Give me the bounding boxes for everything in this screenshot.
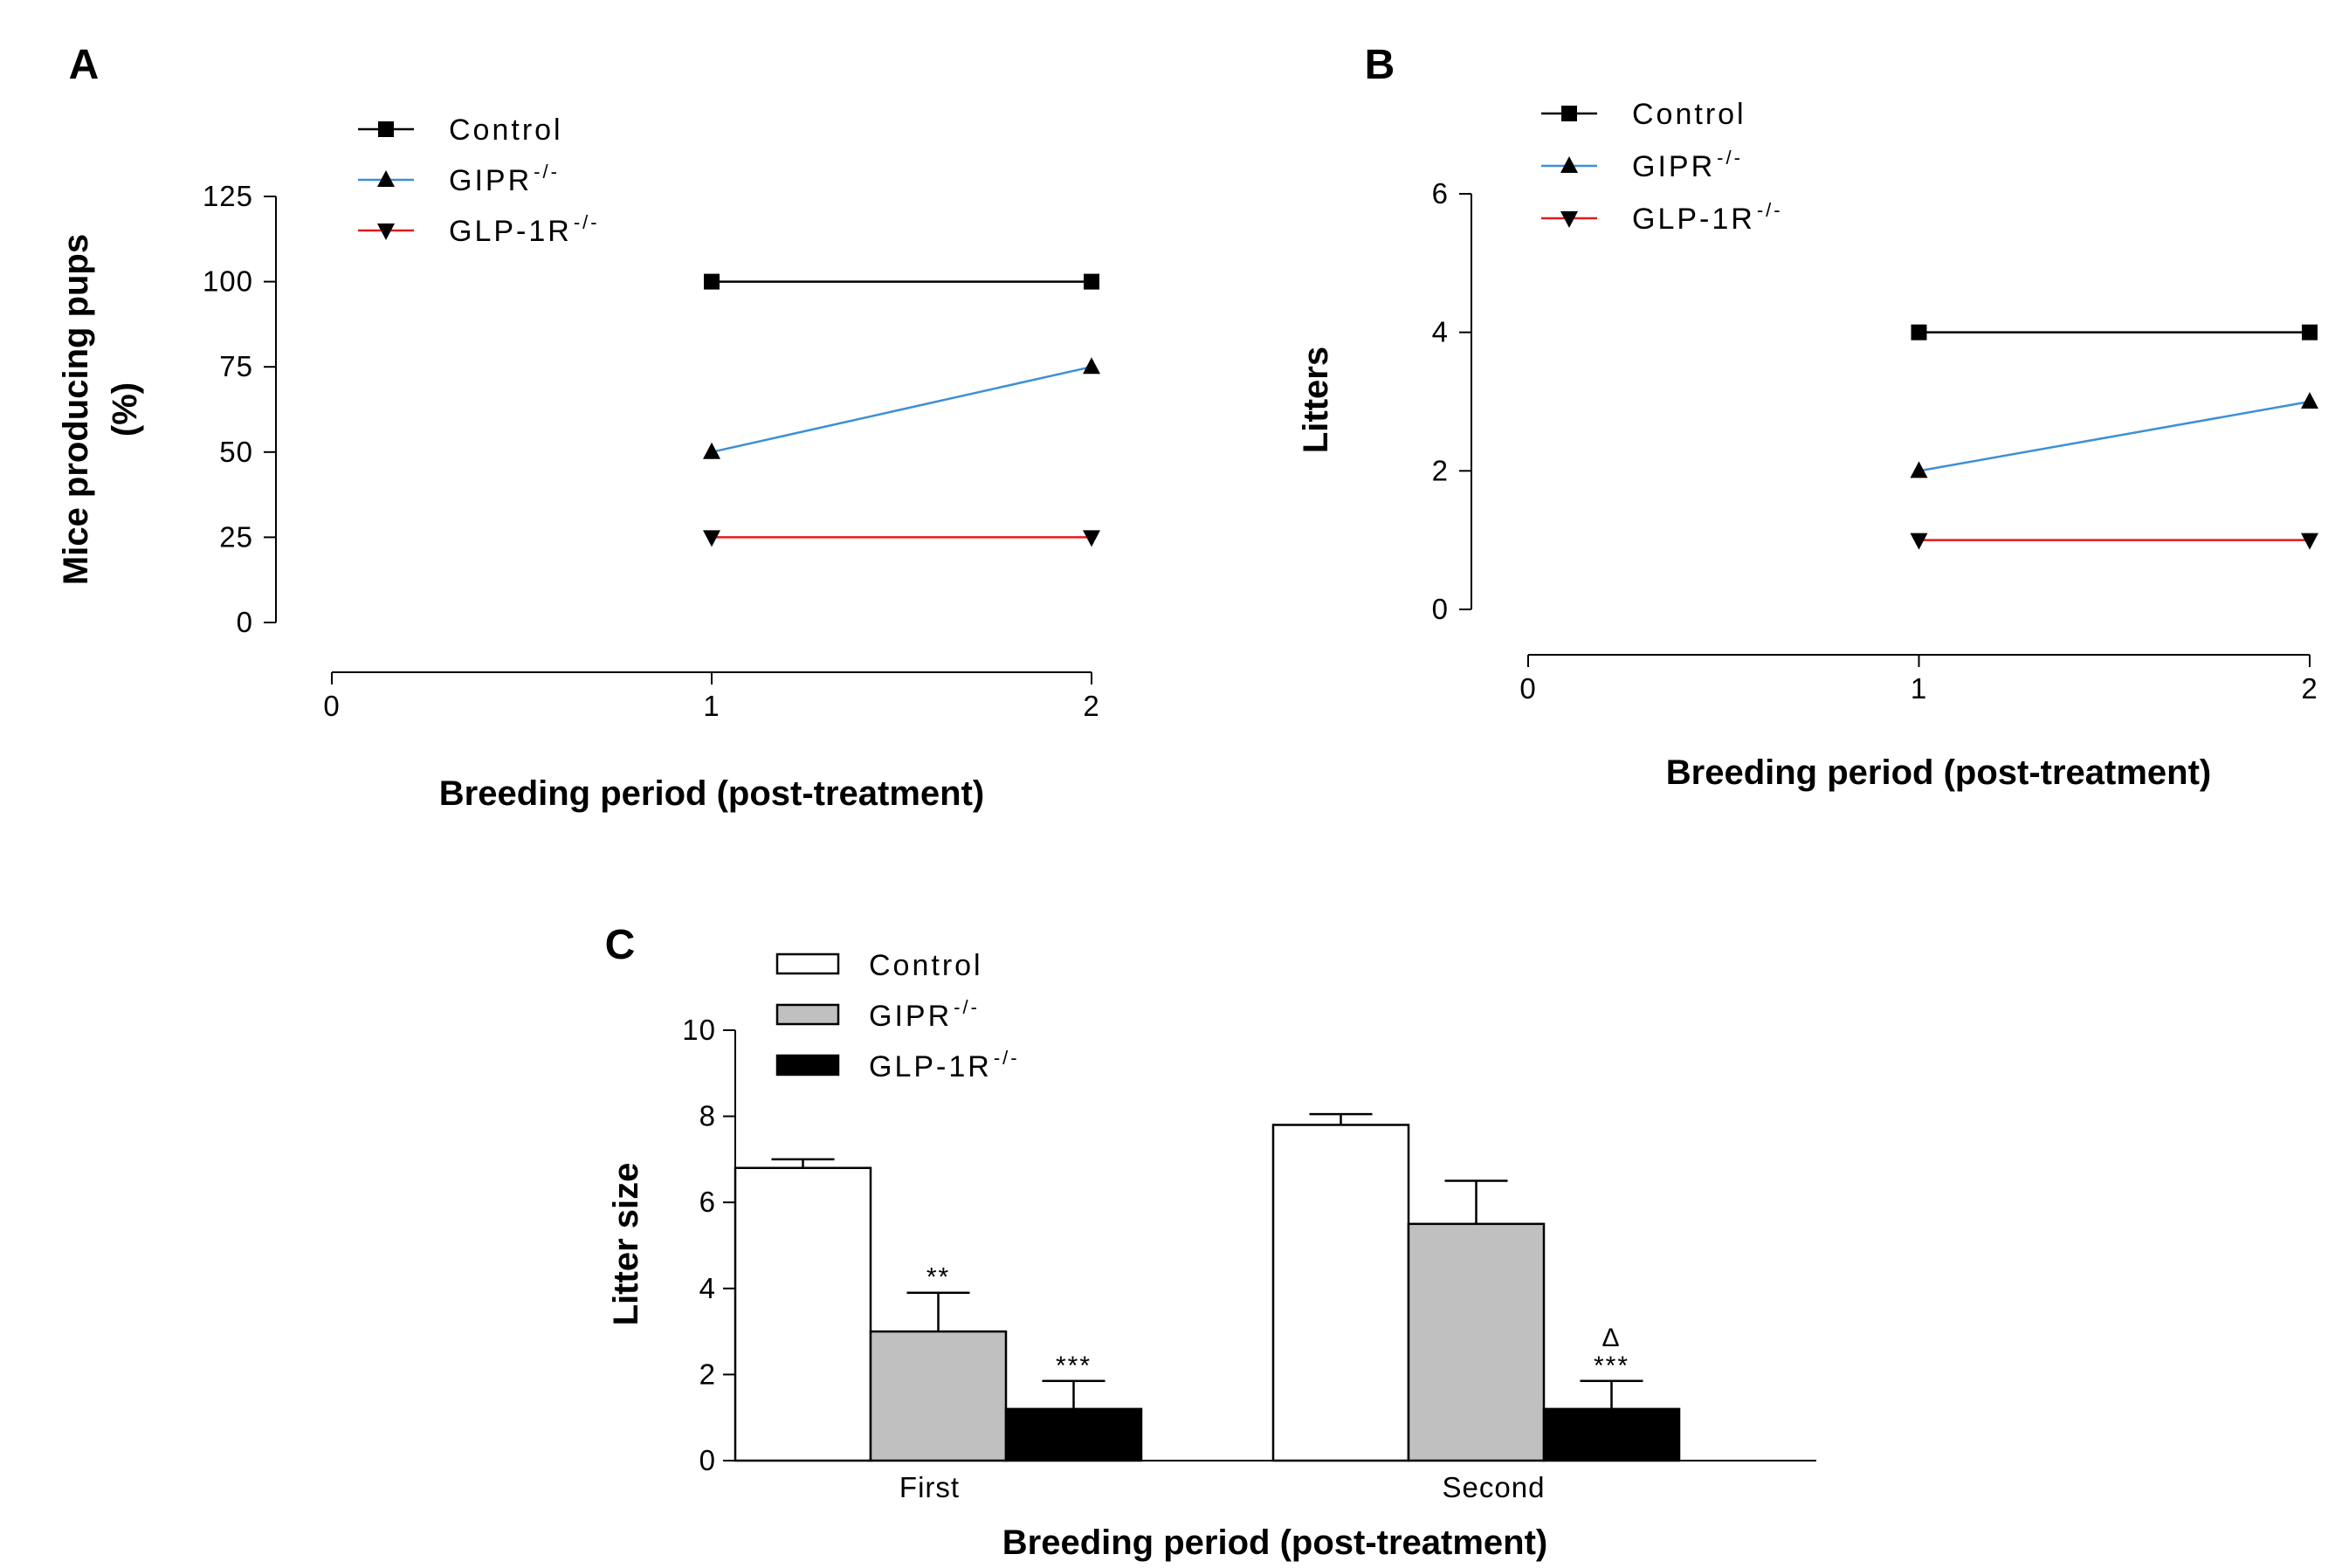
bar [1542, 1407, 1681, 1462]
y-tick-label: 8 [699, 1100, 716, 1132]
series-glp-1r [1910, 533, 2318, 550]
legend-label: Control [869, 949, 983, 982]
panel-letter: A [69, 42, 100, 88]
legend-marker [1560, 211, 1578, 228]
legend-marker [378, 121, 394, 137]
bar [1271, 1124, 1410, 1462]
y-axis-title: Litters [1297, 347, 1335, 453]
data-point [2301, 533, 2318, 550]
category-label: First [899, 1471, 960, 1503]
x-tick-label: 2 [1083, 690, 1099, 722]
series-control [1911, 324, 2318, 340]
y-axis-title-line: (%) [106, 382, 144, 437]
bar [1407, 1222, 1546, 1462]
series-control [704, 273, 1099, 290]
legend-swatch [775, 952, 840, 975]
legend-marker [1561, 106, 1577, 121]
y-axis-title-text: Litters [1297, 347, 1335, 453]
significance-label: *** [1594, 1351, 1629, 1380]
series-line [711, 365, 1092, 454]
legend-label: Control [1632, 98, 1746, 131]
delta-annotation: Δ [1602, 1324, 1621, 1352]
data-point [1084, 273, 1099, 290]
y-axis-title: Mice producing pups (%) [57, 234, 144, 585]
data-point [1083, 357, 1100, 375]
y-tick-label: 2 [699, 1358, 716, 1390]
y-axis-title: Litter size [607, 1163, 645, 1326]
panel-c: C 0 2 4 6 8 10 Breeding period (post-treatment)… [605, 922, 1816, 1562]
legend-label: GLP-1R-/- [1632, 199, 1783, 236]
x-tick-label: 1 [1911, 672, 1927, 705]
legend-label: GLP-1R-/- [449, 211, 600, 248]
panel-a: A 0 25 50 75 100 125 0 1 2 Breeding period (post-t… [57, 42, 1100, 813]
legend-marker [1560, 156, 1578, 173]
data-point [1083, 530, 1100, 547]
data-point [703, 442, 720, 459]
y-tick-label: 0 [1432, 593, 1449, 625]
bar [869, 1330, 1008, 1462]
y-tick-label: 0 [699, 1444, 716, 1476]
bar [1004, 1407, 1143, 1462]
data-point [2302, 324, 2318, 340]
x-axis-title: Breeding period (post-treatment) [1002, 1523, 1547, 1562]
legend-label: GIPR-/- [1632, 147, 1743, 183]
panel-letter: C [605, 922, 636, 968]
data-point [1911, 324, 1927, 340]
y-axis-title-text: Litter size [607, 1163, 645, 1326]
y-tick-label: 6 [1432, 177, 1449, 210]
data-point [1910, 533, 1928, 550]
data-point [704, 273, 720, 290]
legend-marker [377, 170, 395, 187]
y-tick-label: 75 [219, 350, 253, 382]
legend-marker [377, 224, 395, 240]
legend-label: GLP-1R-/- [869, 1047, 1020, 1083]
bar [734, 1166, 872, 1462]
series-glp-1r [703, 530, 1100, 547]
category-label: Second [1443, 1471, 1546, 1503]
series-line [1918, 400, 2311, 472]
data-point [703, 530, 720, 547]
y-tick-label: 100 [203, 265, 253, 298]
series-gipr [703, 357, 1100, 459]
panel-b: B 0 2 4 6 0 1 2 Breeding period (post-treatment)… [1297, 42, 2318, 792]
y-tick-label: 2 [1432, 454, 1449, 486]
y-axis-title-line: Mice producing pups [57, 234, 95, 585]
legend-label: Control [449, 113, 563, 147]
y-tick-label: 0 [237, 606, 253, 638]
panel-letter: B [1365, 42, 1395, 88]
x-tick-label: 1 [703, 690, 720, 722]
x-tick-label: 0 [1519, 672, 1536, 705]
y-tick-label: 4 [1432, 316, 1449, 348]
legend-label: GIPR-/- [449, 161, 560, 197]
x-axis-title: Breeding period (post-treatment) [439, 774, 984, 813]
x-tick-label: 0 [323, 690, 340, 722]
y-tick-label: 25 [219, 520, 253, 553]
legend-label: GIPR-/- [869, 996, 980, 1033]
significance-label: ** [926, 1263, 950, 1292]
legend-swatch [775, 1054, 840, 1076]
data-point [2301, 392, 2318, 409]
y-tick-label: 10 [682, 1014, 716, 1046]
y-tick-label: 6 [699, 1186, 716, 1218]
y-tick-label: 4 [699, 1272, 716, 1304]
data-point [1910, 461, 1928, 478]
x-axis-title: Breeding period (post-treatment) [1666, 753, 2211, 792]
significance-label: *** [1056, 1351, 1092, 1380]
y-tick-label: 50 [219, 436, 253, 468]
series-gipr [1910, 392, 2318, 478]
legend-swatch [775, 1003, 840, 1026]
x-tick-label: 2 [2301, 672, 2318, 705]
y-tick-label: 125 [203, 180, 253, 212]
